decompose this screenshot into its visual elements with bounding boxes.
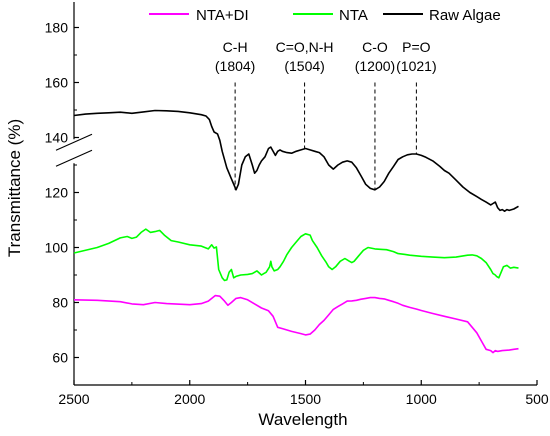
annotation-label: P=O [402, 39, 431, 55]
annotation-label: C-O [362, 39, 388, 55]
axis-break-slash [55, 149, 93, 167]
x-axis-ticks: 2500 2000 1500 1000 500 [58, 380, 549, 407]
legend-label: NTA [339, 7, 368, 24]
axis-break-gap [70, 139, 78, 164]
x-tick-label: 1000 [406, 391, 437, 407]
x-tick-label: 1500 [290, 391, 321, 407]
series-line-raw-algae [73, 109, 519, 212]
series-line-nta-di [73, 294, 519, 354]
annotation-value-label: (1504) [284, 58, 324, 74]
y-axis-title: Transmittance (%) [5, 119, 24, 257]
annotation-label: C-H [223, 39, 248, 55]
series-layer [73, 109, 519, 354]
y-tick-label: 140 [45, 130, 69, 146]
y-tick-label: 120 [45, 185, 69, 201]
annotation-value-label: (1021) [396, 58, 436, 74]
y-tick-label: 100 [45, 240, 69, 256]
x-axis-title: Wavelength [258, 410, 347, 429]
y-tick-label: 180 [45, 20, 69, 36]
x-tick-label: 500 [525, 391, 549, 407]
series-line-nta [73, 228, 519, 282]
y-tick-label: 60 [52, 350, 68, 366]
legend: NTA+DI NTA Raw Algae [149, 7, 501, 24]
x-tick-label: 2000 [174, 391, 205, 407]
x-tick-label: 2500 [58, 391, 89, 407]
annotation-value-label: (1804) [215, 58, 255, 74]
y-tick-label: 160 [45, 75, 69, 91]
legend-label: Raw Algae [429, 7, 501, 24]
peak-annotations: C-H (1804) C=O,N-H (1504) C-O (1200) P=O (1021) [215, 39, 437, 190]
axis-break-slash [55, 133, 93, 151]
annotation-label: C=O,N-H [276, 39, 334, 55]
y-axis-ticks: 60 80 100 120 140 160 180 [45, 20, 79, 366]
axis-break-marker [55, 133, 93, 167]
legend-label: NTA+DI [196, 7, 249, 24]
y-tick-label: 80 [52, 295, 68, 311]
annotation-value-label: (1200) [355, 58, 395, 74]
